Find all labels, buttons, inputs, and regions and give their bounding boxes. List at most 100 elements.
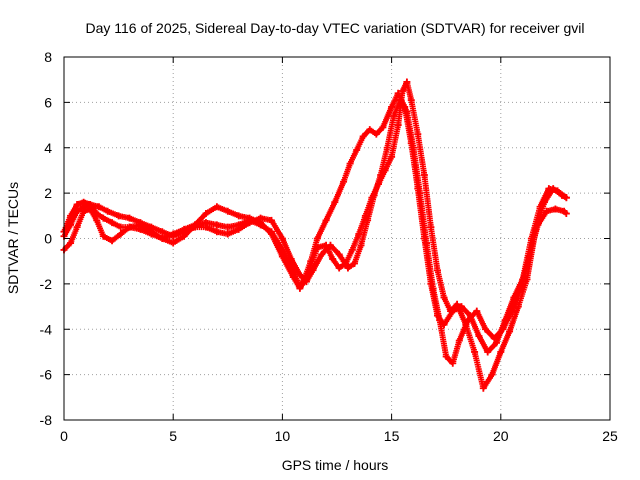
y-axis-label: SDTVAR / TECUs <box>5 182 21 294</box>
data-point <box>440 293 448 301</box>
data-point <box>93 216 101 224</box>
y-tick-label: 0 <box>44 231 52 247</box>
data-point <box>73 207 81 215</box>
data-point <box>534 221 542 229</box>
y-tick-label: 4 <box>44 140 52 156</box>
data-point <box>126 223 134 231</box>
data-point <box>488 371 496 379</box>
data-point <box>416 189 424 197</box>
data-point <box>348 246 356 254</box>
data-point <box>447 307 455 315</box>
data-point <box>67 221 75 229</box>
series-trail <box>61 78 568 392</box>
data-point <box>379 123 387 131</box>
data-point <box>479 384 487 392</box>
data-point <box>331 198 339 206</box>
data-point <box>235 212 243 220</box>
data-point <box>562 194 570 202</box>
data-point <box>551 205 559 213</box>
data-point <box>326 241 334 249</box>
data-point <box>436 316 444 324</box>
data-point <box>213 203 221 211</box>
data-point <box>99 232 107 240</box>
data-point <box>335 250 343 258</box>
data-point <box>346 160 354 168</box>
data-point <box>224 207 232 215</box>
data-point <box>213 221 221 229</box>
data-point <box>80 203 88 211</box>
data-point <box>108 219 116 227</box>
data-point <box>73 200 81 208</box>
data-point <box>388 153 396 161</box>
data-point <box>353 146 361 154</box>
data-point <box>267 230 275 238</box>
data-point <box>449 359 457 367</box>
data-point <box>490 334 498 342</box>
ticks: 0 5 10 15 20 25 -8 -6 -4 -2 0 2 4 6 8 <box>40 49 618 444</box>
data-point <box>455 337 463 345</box>
data-point <box>357 241 365 249</box>
data-point <box>191 223 199 231</box>
data-point <box>499 325 507 333</box>
data-point <box>366 126 374 134</box>
data-point <box>390 112 398 120</box>
x-axis-label: GPS time / hours <box>282 457 389 473</box>
data-point <box>359 132 367 140</box>
data-point <box>482 325 490 333</box>
y-tick-label: -4 <box>40 321 53 337</box>
data-point <box>464 316 472 324</box>
data-point <box>377 171 385 179</box>
data-point <box>302 278 310 286</box>
data-point <box>180 228 188 236</box>
data-point <box>235 225 243 233</box>
data-point <box>126 214 134 222</box>
data-point <box>429 284 437 292</box>
data-point <box>543 207 551 215</box>
data-point <box>313 244 321 252</box>
data-point <box>257 214 265 222</box>
data-point <box>364 216 372 224</box>
data-point <box>409 144 417 152</box>
data-point <box>108 237 116 245</box>
data-point <box>423 239 431 247</box>
chart-title: Day 116 of 2025, Sidereal Day-to-day VTE… <box>85 20 584 36</box>
series-track-c <box>60 96 570 367</box>
data-point <box>562 210 570 218</box>
data-point <box>169 239 177 247</box>
data-point <box>516 284 524 292</box>
data-point <box>383 144 391 152</box>
data-point <box>427 223 435 231</box>
x-tick-label: 15 <box>384 428 400 444</box>
data-point <box>388 103 396 111</box>
data-point <box>213 228 221 236</box>
data-point <box>296 284 304 292</box>
data-point <box>407 96 415 104</box>
data-point <box>104 207 112 215</box>
data-point <box>86 200 94 208</box>
data-point <box>147 223 155 231</box>
data-point <box>246 219 254 227</box>
data-point <box>202 223 210 231</box>
data-point <box>117 223 125 231</box>
data-point <box>202 210 210 218</box>
data-point <box>322 216 330 224</box>
data-point <box>506 328 514 336</box>
x-tick-label: 10 <box>275 428 291 444</box>
data-point <box>549 185 557 193</box>
data-point <box>508 307 516 315</box>
data-point <box>394 121 402 129</box>
data-point <box>433 266 441 274</box>
data-point <box>492 339 500 347</box>
data-point <box>473 307 481 315</box>
series-trail <box>61 97 569 367</box>
data-point <box>350 259 358 267</box>
y-tick-label: 2 <box>44 185 52 201</box>
data-point <box>558 191 566 199</box>
data-point <box>278 253 286 261</box>
data-point <box>136 219 144 227</box>
y-tick-label: -2 <box>40 276 53 292</box>
data-point <box>403 78 411 86</box>
data-point <box>484 348 492 356</box>
data-point <box>73 223 81 231</box>
